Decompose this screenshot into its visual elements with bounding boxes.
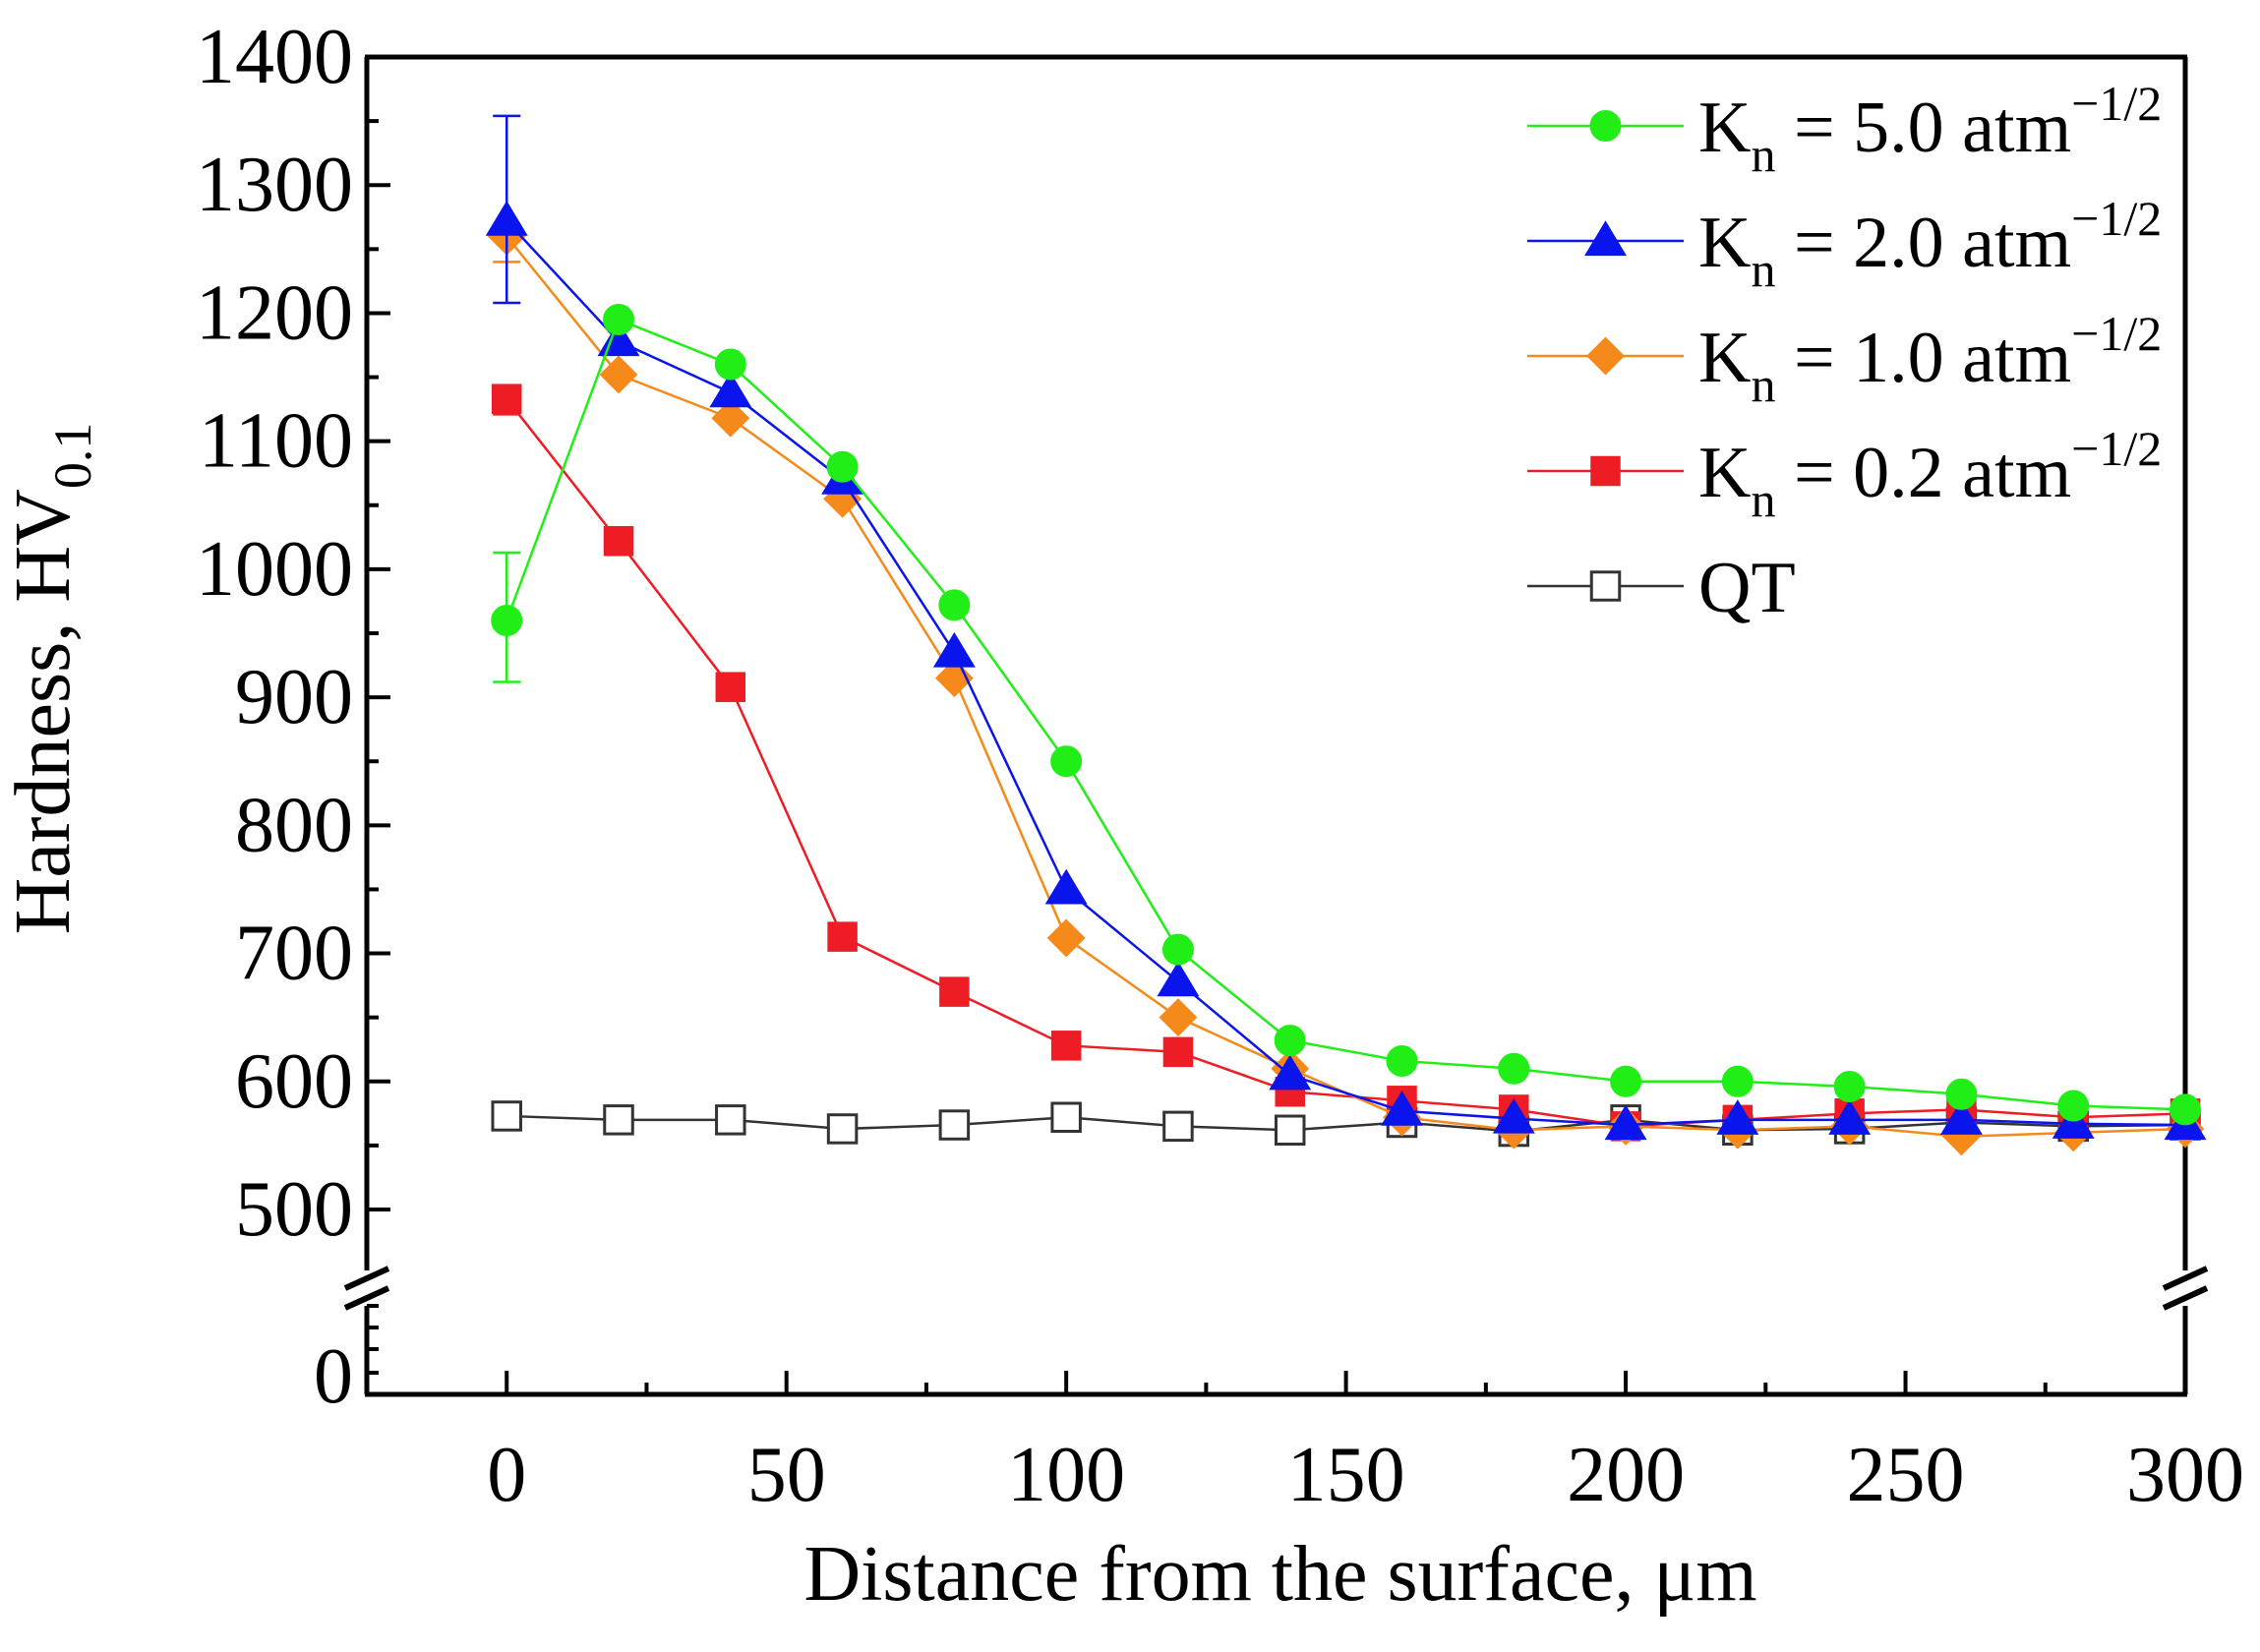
data-point-qt [1162, 1110, 1194, 1143]
y-tick-label: 700 [235, 911, 353, 997]
x-tick-label: 0 [487, 1432, 526, 1518]
series-line-kn02 [506, 397, 2186, 1128]
data-point-kn02 [1050, 1031, 1082, 1061]
x-tick-label: 100 [1007, 1432, 1125, 1518]
series-qt [491, 1100, 2201, 1148]
legend-item-qt: QT [1527, 548, 1796, 628]
data-point-kn10 [1046, 918, 1086, 958]
data-point-qt [715, 1104, 746, 1136]
data-point-kn10 [711, 398, 750, 438]
series-line-kn50 [506, 318, 2186, 1111]
data-point-kn02 [603, 525, 634, 557]
data-point-kn20 [485, 200, 528, 236]
y-tick-label: 500 [235, 1166, 353, 1253]
data-point-kn02 [491, 384, 522, 414]
series-line-kn20 [506, 219, 2186, 1127]
legend-label: Kn = 0.2 atm−1/2 [1698, 421, 2162, 527]
data-point-kn20 [709, 372, 752, 408]
series-line-qt [506, 1114, 2186, 1133]
axis-break-mark [2162, 1285, 2209, 1311]
data-point-kn02 [827, 921, 858, 952]
data-point-qt [826, 1113, 859, 1145]
data-point-kn50 [1833, 1070, 1866, 1102]
data-point-kn50 [714, 348, 746, 381]
y-tick-label: 1300 [196, 142, 353, 228]
data-point-kn50 [938, 589, 971, 621]
legend-marker [1590, 455, 1621, 487]
data-point-kn20 [1939, 1099, 1983, 1135]
y-tick-label: 1000 [196, 526, 353, 613]
y-tick-label: 0 [314, 1333, 353, 1420]
data-point-kn20 [1381, 1091, 1423, 1126]
y-tick-label: 900 [235, 654, 353, 740]
data-point-qt [1274, 1114, 1306, 1147]
y-tick-label: 800 [235, 782, 353, 868]
legend-item-kn50: Kn = 5.0 atm−1/2 [1527, 76, 2162, 182]
data-point-kn02 [715, 672, 746, 702]
data-point-kn20 [1044, 868, 1088, 905]
data-point-kn50 [1274, 1025, 1306, 1057]
legend-label: QT [1698, 548, 1796, 628]
data-point-kn50 [1050, 745, 1083, 778]
data-point-kn50 [2057, 1090, 2090, 1122]
legend: Kn = 5.0 atm−1/2Kn = 2.0 atm−1/2Kn = 1.0… [1527, 76, 2162, 628]
x-tick-label: 250 [1847, 1432, 1965, 1518]
legend-item-kn20: Kn = 2.0 atm−1/2 [1527, 191, 2162, 297]
data-point-kn10 [1159, 998, 1198, 1037]
data-point-qt [938, 1109, 971, 1141]
legend-marker [1586, 336, 1625, 376]
y-axis-label-main: Hardness, HV [0, 489, 87, 934]
data-point-qt [1050, 1101, 1082, 1133]
data-point-kn50 [2170, 1093, 2201, 1126]
series-layer [485, 114, 2207, 1156]
legend-item-kn02: Kn = 0.2 atm−1/2 [1527, 421, 2162, 527]
legend-item-kn10: Kn = 1.0 atm−1/2 [1527, 306, 2162, 412]
data-point-kn10 [599, 355, 638, 394]
data-point-kn20 [1492, 1097, 1535, 1134]
legend-marker [1589, 570, 1622, 602]
y-tick-label: 1100 [199, 398, 353, 485]
x-tick-label: 300 [2126, 1432, 2244, 1518]
data-point-kn20 [1269, 1054, 1312, 1091]
data-point-kn50 [603, 303, 635, 335]
data-point-kn50 [1610, 1065, 1642, 1097]
data-point-kn20 [932, 631, 976, 668]
data-point-kn50 [826, 450, 859, 483]
data-point-kn50 [1721, 1065, 1754, 1097]
legend-marker [1589, 110, 1622, 142]
data-point-kn50 [1161, 933, 1194, 966]
data-point-kn50 [1386, 1044, 1418, 1077]
axis-break-mark [343, 1266, 390, 1291]
legend-label: Kn = 5.0 atm−1/2 [1698, 76, 2162, 182]
data-point-kn50 [1498, 1052, 1530, 1085]
y-axis-label: Hardness, HV0.1 [0, 423, 102, 935]
y-tick-label: 1200 [196, 269, 353, 356]
x-tick-label: 200 [1567, 1432, 1685, 1518]
data-point-qt [491, 1100, 522, 1132]
series-kn50 [491, 303, 2201, 1126]
data-point-kn20 [1157, 961, 1200, 997]
y-tick-label: 600 [235, 1038, 353, 1125]
data-point-kn50 [491, 604, 523, 636]
axis-ticks: 500 600 700 800 900 1000 1100 1200 1300 1400 0 0 50 1… [196, 14, 2244, 1518]
axis-break-mark [343, 1285, 390, 1311]
x-tick-label: 150 [1287, 1432, 1405, 1518]
data-point-qt [603, 1104, 634, 1136]
x-tick-label: 50 [747, 1432, 826, 1518]
data-point-kn20 [1716, 1099, 1759, 1135]
y-tick-label: 1400 [196, 14, 353, 100]
data-point-kn20 [1604, 1104, 1647, 1141]
data-point-kn20 [1828, 1099, 1872, 1135]
data-point-kn02 [1162, 1036, 1194, 1068]
data-point-kn50 [1945, 1078, 1978, 1110]
legend-label: Kn = 1.0 atm−1/2 [1698, 306, 2162, 412]
legend-label: Kn = 2.0 atm−1/2 [1698, 191, 2162, 297]
axis-break-mark [2162, 1266, 2209, 1291]
axes [343, 54, 2209, 1397]
y-axis-label-subscript: 0.1 [43, 423, 102, 490]
data-point-kn02 [939, 976, 970, 1007]
x-axis-label: Distance from the surface, μm [803, 1531, 1756, 1618]
legend-marker [1584, 220, 1627, 257]
